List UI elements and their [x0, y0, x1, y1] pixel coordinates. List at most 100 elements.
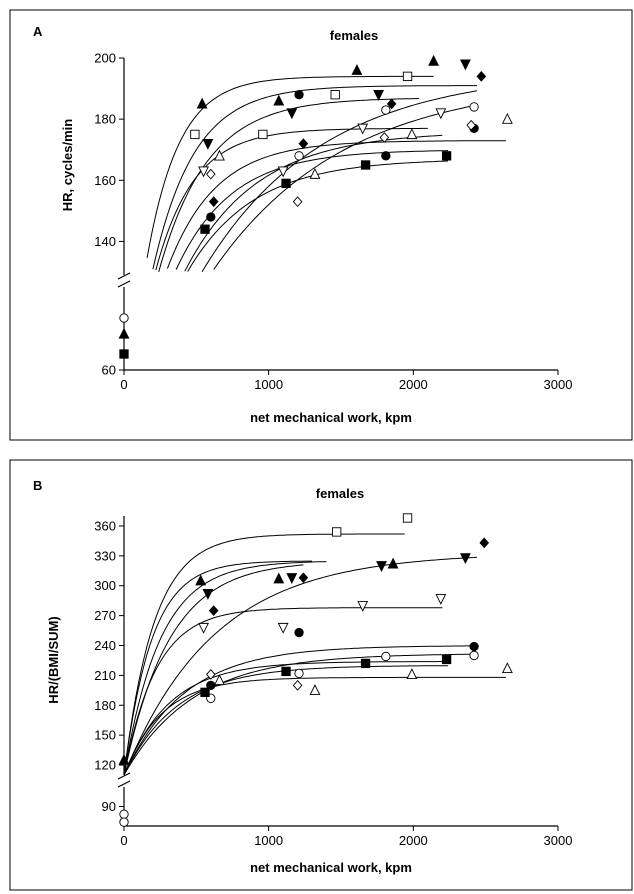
panel-b-y-tick-label: 270 — [94, 608, 116, 623]
panel-b-point-square-open — [402, 513, 413, 523]
panel-a-point-circle-filled — [381, 151, 391, 161]
panel-a-point-triangle-up-filled — [118, 327, 130, 339]
panel-a-point-diamond-filled — [386, 98, 397, 110]
panel-b: B females HR/(BMI/SUM) net mechanical wo… — [9, 459, 633, 891]
panel-a-point-triangle-down-open — [198, 166, 209, 178]
panel-b-point-square-filled — [360, 658, 371, 669]
panel-a-point-circle-filled — [206, 212, 216, 222]
panel-a-point-circle-filled — [294, 90, 304, 100]
panel-b-point-circle-filled — [206, 680, 216, 690]
panel-a-x-tick-label: 1000 — [254, 377, 283, 392]
panel-a-point-triangle-down-filled — [373, 90, 385, 101]
panel-b-axes: 0 1000 2000 3000 90 120 150 180 210 240 270 300 330 3… — [94, 516, 572, 848]
panel-a-fit-curve-7 — [166, 140, 506, 269]
panel-a-x-tick-label: 3000 — [544, 377, 573, 392]
panel-a-fit-curve-8 — [175, 150, 449, 270]
panel-a-y-tick-label: 140 — [94, 234, 116, 249]
panel-a-fit-curve-4 — [201, 90, 478, 272]
panel-b-axis-break-mark — [117, 772, 131, 780]
panel-b-y-tick-label: 360 — [94, 518, 116, 533]
panel-b-x-tick-label: 3000 — [544, 833, 573, 848]
panel-b-point-circle-open — [381, 651, 391, 662]
panel-a-x-tick-label: 2000 — [399, 377, 428, 392]
panel-a-fit-curve-2 — [152, 85, 477, 270]
panel-b-point-diamond-open — [292, 679, 303, 691]
panel-b-point-triangle-up-open — [501, 662, 513, 674]
panel-b-point-triangle-up-filled — [195, 574, 207, 586]
panel-b-point-triangle-up-open — [214, 674, 225, 686]
panel-a-point-triangle-up-open — [309, 167, 321, 179]
panel-b-point-triangle-up-open — [406, 668, 418, 680]
panel-b-y-tick-label: 240 — [94, 638, 116, 653]
panel-a-point-triangle-down-filled — [202, 138, 214, 150]
panel-a-fit-curve-1 — [146, 75, 434, 258]
panel-a-point-triangle-down-open — [357, 123, 369, 135]
panel-a-point-square-filled — [441, 151, 452, 161]
panel-a-axes: 0 1000 2000 3000 60 140 160 180 200 — [94, 51, 572, 393]
panel-a-point-square-filled — [119, 349, 129, 359]
panel-a-point-triangle-down-open — [435, 108, 447, 120]
panel-b-point-triangle-up-filled — [118, 753, 130, 765]
panel-a-axis-break-mark — [117, 280, 131, 288]
panel-b-fit-curve-4 — [123, 564, 304, 776]
panel-a-point-square-filled — [281, 178, 291, 188]
panel-b-frame — [9, 459, 633, 891]
panel-b-fit-curve-2 — [123, 560, 313, 776]
panel-a-point-triangle-up-open — [406, 128, 418, 140]
panel-b-fit-curve-5 — [123, 556, 478, 776]
panel-a-y-tick-label: 160 — [94, 173, 116, 188]
panel-a-point-diamond-open — [379, 132, 390, 143]
panel-a-point-triangle-up-filled — [351, 64, 363, 75]
panel-b-data-points — [118, 513, 513, 827]
panel-b-point-diamond-filled — [208, 605, 219, 617]
panel-a-point-diamond-filled — [298, 138, 309, 149]
panel-b-point-square-filled — [441, 654, 452, 665]
panel-b-point-diamond-filled — [298, 572, 309, 584]
panel-a-axis-break-mark — [117, 272, 131, 280]
panel-b-point-square-open — [332, 527, 342, 537]
panel-b-letter: B — [33, 478, 42, 493]
panel-b-point-triangle-down-filled — [286, 573, 298, 584]
panel-b-x-tick-label: 1000 — [254, 833, 283, 848]
panel-a-point-square-filled — [200, 224, 210, 234]
panel-a-point-diamond-open — [292, 196, 303, 208]
panel-b-point-triangle-down-filled — [376, 561, 387, 573]
panel-b-y-axis-label: HR/(BMI/SUM) — [46, 616, 61, 703]
panel-b-point-triangle-down-filled — [202, 589, 214, 600]
panel-a-point-triangle-down-filled — [286, 108, 298, 120]
panel-a-y-tick-label: 200 — [94, 51, 116, 66]
panel-a-point-triangle-up-filled — [273, 94, 285, 106]
panel-b-fit-curve-11 — [123, 676, 506, 776]
panel-b-y-tick-label: 150 — [94, 728, 116, 743]
panel-b-y-tick-label: 210 — [94, 668, 116, 683]
panel-b-x-tick-label: 0 — [120, 833, 127, 848]
panel-a-x-tick-label: 0 — [120, 377, 127, 392]
panel-a-point-circle-open — [119, 313, 129, 323]
panel-b-y-tick-label: 300 — [94, 578, 116, 593]
panel-a-point-square-open — [190, 129, 200, 140]
panel-b-point-triangle-up-filled — [273, 572, 285, 584]
panel-a-letter: A — [33, 24, 43, 39]
panel-b-y-tick-label: 90 — [102, 799, 116, 814]
panel-a-point-triangle-up-open — [214, 149, 225, 161]
panel-a-point-diamond-open — [466, 119, 477, 131]
panel-b-point-triangle-up-open — [309, 684, 321, 695]
panel-b-fit-curve-3 — [123, 561, 327, 776]
panel-b-point-circle-open — [119, 809, 129, 819]
panel-b-point-triangle-down-filled — [459, 553, 471, 565]
panel-a-y-tick-label: 60 — [102, 363, 116, 378]
panel-a-point-diamond-open — [205, 168, 216, 180]
panel-b-fit-curve-1 — [123, 533, 405, 776]
panel-b-axis-break-mark — [117, 780, 131, 788]
panel-b-point-diamond-filled — [479, 537, 490, 549]
panel-a-point-triangle-up-filled — [428, 54, 440, 66]
panel-a-fit-curve-5 — [213, 104, 478, 270]
panel-b-y-tick-label: 120 — [94, 758, 116, 773]
panel-b-y-tick-label: 180 — [94, 698, 116, 713]
panel-a-title: females — [330, 28, 378, 43]
panel-a-point-triangle-down-open — [277, 166, 289, 178]
panel-b-fit-curve-7 — [123, 645, 477, 776]
panel-b-y-tick-label: 330 — [94, 548, 116, 563]
panel-a-frame — [9, 9, 633, 441]
